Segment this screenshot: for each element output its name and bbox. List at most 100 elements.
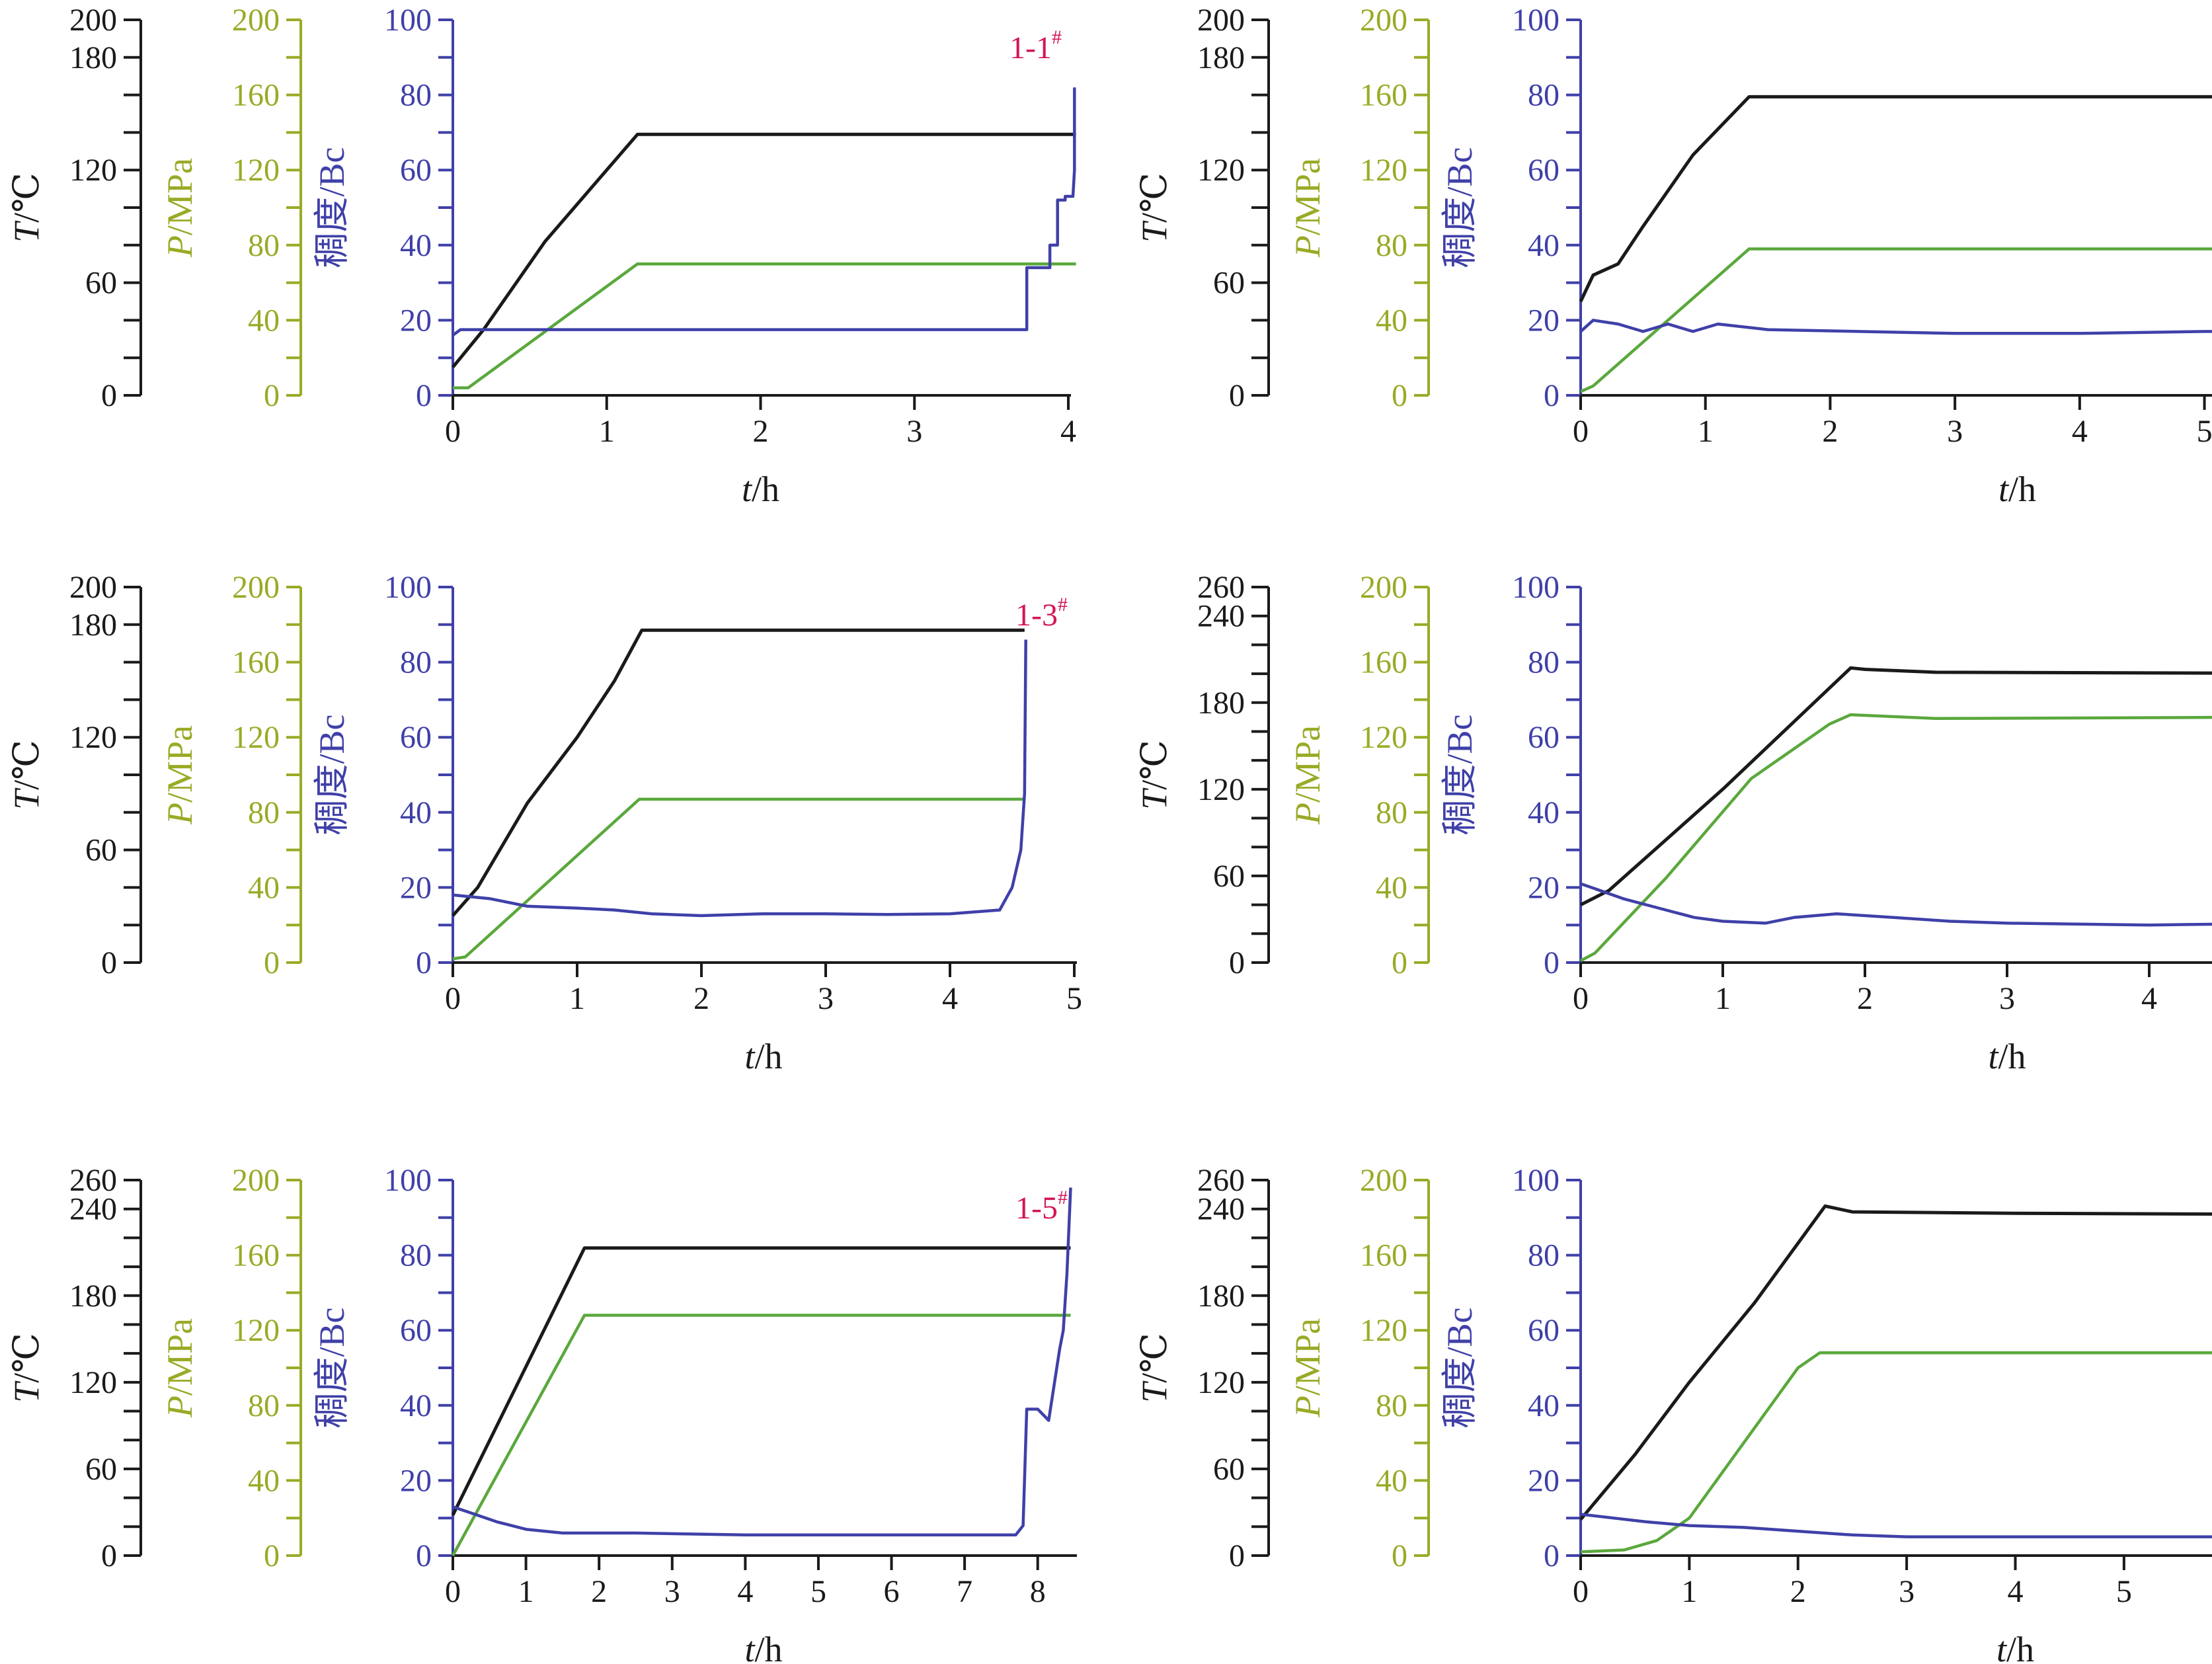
consistency-tick-label: 80 <box>400 645 432 680</box>
temperature-tick-label: 60 <box>85 833 117 868</box>
x-tick-label: 1 <box>518 1574 534 1609</box>
consistency-axis-label: 稠度/Bc <box>1440 715 1480 836</box>
consistency-tick-label: 20 <box>400 303 432 338</box>
x-tick-label: 6 <box>884 1574 900 1609</box>
x-tick-label: 0 <box>1573 1574 1589 1609</box>
x-axis-label: t/h <box>1998 469 2036 509</box>
consistency-tick-label: 20 <box>400 1463 432 1498</box>
pressure-tick-label: 160 <box>1360 1238 1407 1273</box>
x-tick-label: 1 <box>1698 414 1714 449</box>
pressure-axis-label: P/MPa <box>1288 725 1327 825</box>
x-tick-label: 4 <box>737 1574 753 1609</box>
consistency-tick-label: 80 <box>1528 1238 1560 1273</box>
x-tick-label: 5 <box>2197 414 2212 449</box>
x-tick-label: 5 <box>810 1574 826 1609</box>
series-P-line <box>452 797 1025 961</box>
series-T-line <box>452 132 1076 368</box>
consistency-tick-label: 100 <box>1512 570 1560 605</box>
consistency-tick-label: 60 <box>1528 720 1560 755</box>
pressure-tick-label: 80 <box>1376 228 1407 263</box>
pressure-tick-label: 0 <box>1392 1538 1407 1573</box>
temperature-tick-label: 180 <box>1197 686 1245 721</box>
x-tick-label: 0 <box>1573 981 1589 1016</box>
consistency-tick-label: 0 <box>416 378 432 413</box>
consistency-tick-label: 0 <box>416 945 432 980</box>
x-tick-label: 3 <box>1947 414 1963 449</box>
x-tick-label: 1 <box>1681 1574 1697 1609</box>
consistency-tick-label: 40 <box>1528 1388 1560 1423</box>
x-tick-label: 0 <box>445 414 461 449</box>
pressure-tick-label: 200 <box>1360 570 1407 605</box>
temperature-tick-label: 180 <box>1197 1279 1245 1314</box>
x-axis-label: t/h <box>1988 1037 2026 1076</box>
pressure-tick-label: 200 <box>232 570 280 605</box>
x-tick-label: 7 <box>957 1574 972 1609</box>
series-Bc-line <box>452 1187 1072 1537</box>
pressure-tick-label: 80 <box>1376 1388 1407 1423</box>
x-tick-label: 5 <box>2116 1574 2132 1609</box>
x-tick-label: 0 <box>445 1574 461 1609</box>
x-tick-label: 3 <box>1999 981 2015 1016</box>
x-tick-label: 0 <box>445 981 461 1016</box>
temperature-tick-label: 120 <box>69 720 117 755</box>
pressure-tick-label: 80 <box>248 1388 280 1423</box>
temperature-tick-label: 200 <box>1197 3 1245 38</box>
pressure-tick-label: 200 <box>232 3 280 38</box>
temperature-tick-label: 240 <box>1197 1192 1245 1227</box>
x-axis-label: t/h <box>742 469 779 509</box>
temperature-tick-label: 60 <box>1213 859 1245 894</box>
x-tick-label: 3 <box>906 414 922 449</box>
consistency-axis-label: 稠度/Bc <box>1440 1308 1480 1429</box>
x-tick-label: 4 <box>2072 414 2088 449</box>
temperature-axis-label: T/℃ <box>1134 173 1174 242</box>
temperature-axis-label: T/℃ <box>7 740 46 809</box>
temperature-tick-label: 180 <box>69 40 117 75</box>
pressure-tick-label: 80 <box>248 228 280 263</box>
consistency-tick-label: 40 <box>400 228 432 263</box>
pressure-axis-label: P/MPa <box>160 725 200 825</box>
consistency-tick-label: 100 <box>1512 1163 1560 1198</box>
pressure-tick-label: 0 <box>264 945 280 980</box>
pressure-tick-label: 40 <box>248 870 280 905</box>
temperature-tick-label: 200 <box>69 570 117 605</box>
consistency-tick-label: 40 <box>1528 795 1560 830</box>
panel-1-1: 060120180200T/℃04080120160200P/MPa020406… <box>7 3 1076 509</box>
panel-1-6: 060120180240260T/℃04080120160200P/MPa020… <box>1134 1163 2212 1664</box>
x-tick-label: 3 <box>664 1574 680 1609</box>
pressure-tick-label: 120 <box>232 153 280 188</box>
temperature-axis-label: T/℃ <box>1134 1333 1174 1402</box>
consistency-tick-label: 20 <box>400 870 432 905</box>
consistency-tick-label: 0 <box>416 1538 432 1573</box>
temperature-tick-label: 120 <box>69 1365 117 1400</box>
pressure-tick-label: 40 <box>248 303 280 338</box>
temperature-tick-label: 180 <box>1197 40 1245 75</box>
consistency-tick-label: 40 <box>400 795 432 830</box>
temperature-axis-label: T/℃ <box>7 1333 46 1402</box>
x-tick-label: 0 <box>1573 414 1589 449</box>
x-axis-label: t/h <box>1996 1630 2034 1664</box>
panel-1-3: 060120180200T/℃04080120160200P/MPa020406… <box>7 570 1082 1076</box>
temperature-axis-label: T/℃ <box>7 173 46 242</box>
panel-label: 1-3# <box>1015 594 1068 633</box>
consistency-tick-label: 40 <box>400 1388 432 1423</box>
panel-1-2: 060120180200T/℃04080120160200P/MPa020406… <box>1134 3 2212 509</box>
pressure-tick-label: 200 <box>1360 3 1407 38</box>
consistency-tick-label: 100 <box>1512 3 1560 38</box>
pressure-tick-label: 120 <box>1360 153 1407 188</box>
temperature-tick-label: 180 <box>69 1279 117 1314</box>
series-Bc-line <box>452 87 1076 337</box>
series-Bc-line <box>1580 1513 2212 1538</box>
pressure-tick-label: 80 <box>1376 795 1407 830</box>
series-Bc-line <box>452 639 1027 918</box>
pressure-tick-label: 160 <box>1360 78 1407 113</box>
consistency-tick-label: 80 <box>1528 645 1560 680</box>
consistency-tick-label: 60 <box>1528 153 1560 188</box>
panel-label: 1-5# <box>1015 1187 1068 1226</box>
series-P-line <box>1579 713 2212 963</box>
pressure-axis-label: P/MPa <box>1288 158 1327 258</box>
pressure-tick-label: 40 <box>1376 870 1407 905</box>
temperature-tick-label: 60 <box>1213 266 1245 301</box>
temperature-tick-label: 180 <box>69 608 117 643</box>
temperature-axis-label: T/℃ <box>1134 740 1174 809</box>
series-Bc-line <box>1580 882 2212 927</box>
